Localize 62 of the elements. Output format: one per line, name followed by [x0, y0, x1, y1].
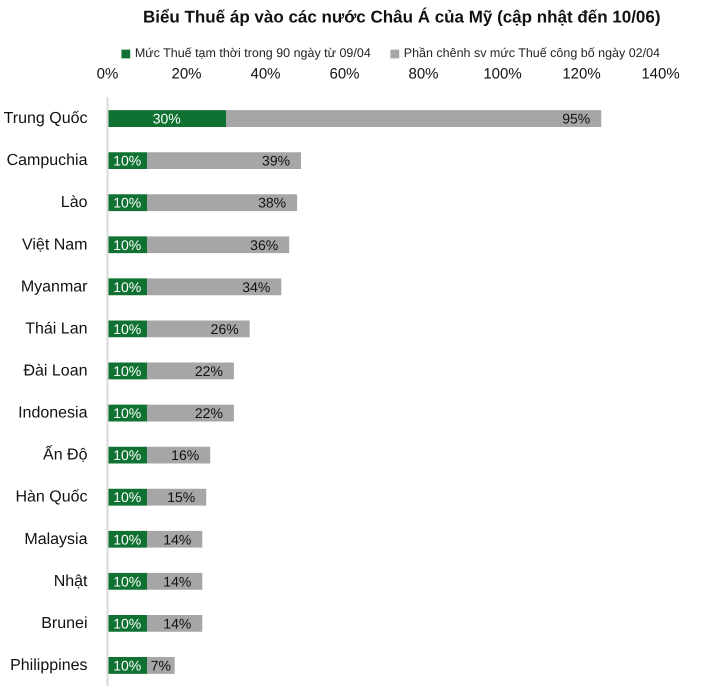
data-label: 39% [262, 152, 290, 169]
x-tick-label: 120% [562, 66, 601, 82]
bar [147, 236, 290, 254]
x-tick-label: 40% [250, 66, 281, 82]
x-tick-label: 20% [171, 66, 202, 82]
data-label: 14% [163, 531, 192, 548]
data-label: 10% [113, 531, 142, 548]
y-tick-label: Việt Nam [22, 236, 88, 254]
y-tick-label: Lào [60, 194, 88, 212]
data-label: 38% [258, 194, 286, 211]
data-label: 10% [113, 320, 142, 337]
data-label: 36% [250, 236, 278, 253]
bar [108, 110, 226, 127]
data-label: 14% [163, 615, 192, 632]
data-label: 10% [113, 615, 142, 632]
x-tick-label: 100% [483, 66, 522, 82]
data-label: 10% [113, 573, 142, 590]
data-label: 22% [194, 405, 223, 422]
data-label: 15% [167, 489, 196, 506]
data-label: 10% [113, 362, 142, 379]
data-label: 10% [113, 236, 142, 253]
x-tick-label: 80% [408, 66, 439, 82]
data-label: 30% [152, 110, 181, 127]
y-tick-label: Philippines [10, 656, 88, 674]
y-tick-label: Indonesia [18, 404, 88, 422]
bar [147, 404, 234, 422]
y-tick-label: Ấn Độ [43, 444, 88, 464]
data-label: 26% [210, 320, 239, 337]
chart-title: Biểu Thuế áp vào các nước Châu Á của Mỹ (cập nhật đến 10/06) [142, 6, 660, 26]
y-tick-label: Hàn Quốc [15, 488, 88, 506]
data-label: 10% [113, 489, 142, 506]
legend-label: Phần chênh sv mức Thuế công bố ngày 02/04 [404, 46, 660, 60]
y-tick-label: Nhật [54, 572, 88, 590]
y-tick-label: Đài Loan [23, 362, 88, 380]
y-tick-label: Malaysia [24, 530, 88, 548]
data-label: 10% [113, 657, 142, 674]
y-tick-label: Trung Quốc [4, 110, 88, 128]
data-label: 34% [242, 278, 270, 295]
bar [226, 110, 602, 127]
y-tick-label: Thái Lan [25, 320, 88, 338]
bar [147, 362, 234, 380]
data-label: 10% [113, 152, 142, 169]
bar [147, 152, 302, 170]
bar [147, 278, 282, 296]
data-label: 95% [562, 110, 590, 127]
y-tick-label: Brunei [41, 614, 88, 632]
data-label: 10% [113, 447, 142, 464]
y-tick-label: Campuchia [6, 152, 88, 170]
x-tick-label: 140% [641, 66, 680, 82]
data-label: 10% [113, 278, 142, 295]
y-tick-label: Myanmar [20, 278, 88, 296]
data-label: 16% [171, 447, 200, 464]
x-tick-label: 0% [96, 66, 118, 82]
data-label: 10% [113, 194, 142, 211]
data-label: 14% [163, 573, 192, 590]
data-label: 22% [194, 362, 223, 379]
data-label: 7% [150, 657, 171, 674]
bar [147, 320, 250, 338]
data-label: 10% [113, 405, 142, 422]
legend-label: Mức Thuế tạm thời trong 90 ngày từ 09/04 [134, 46, 371, 60]
x-tick-label: 60% [329, 66, 360, 82]
bar [147, 194, 298, 212]
